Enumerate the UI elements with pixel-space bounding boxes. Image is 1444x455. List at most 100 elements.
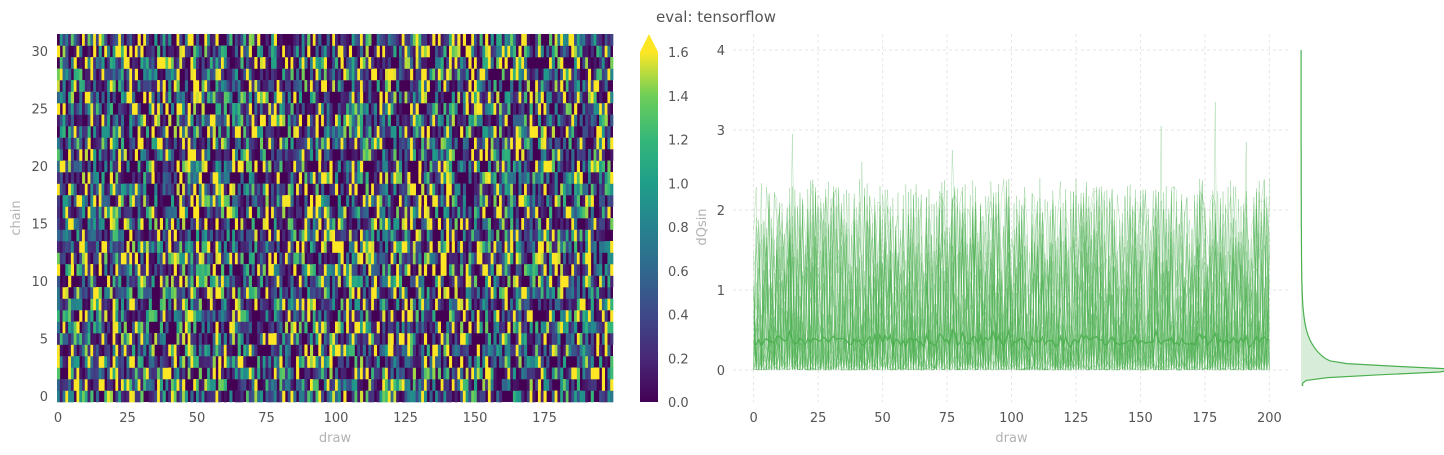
heatmap-cell (499, 103, 503, 115)
heatmap-cell (198, 126, 202, 138)
heatmap-cell (373, 333, 378, 345)
heatmap-cell (543, 379, 547, 391)
heatmap-cell (207, 195, 211, 207)
heatmap-cell (562, 114, 567, 127)
heatmap-cell (248, 103, 252, 115)
heatmap-cell (385, 45, 389, 58)
heatmap-cell (579, 344, 583, 357)
heatmap-cell (373, 114, 378, 127)
heatmap-cell (82, 333, 86, 345)
heatmap-cell (499, 333, 503, 345)
heatmap-cell (393, 310, 397, 322)
heatmap-cell (410, 45, 414, 58)
heatmap-cell (387, 57, 391, 69)
heatmap-cell (296, 68, 300, 81)
heatmap-cell (490, 172, 494, 184)
heatmap-cell (524, 252, 528, 265)
heatmap-cell (387, 160, 391, 173)
heatmap-cell (126, 298, 130, 311)
heatmap-cell (335, 390, 339, 403)
heatmap-cell (401, 183, 405, 196)
heatmap-cell (154, 68, 158, 81)
heatmap-cell (499, 183, 503, 196)
heatmap-cell (190, 241, 194, 253)
heatmap-cell (323, 321, 328, 334)
heatmap-cell (118, 195, 122, 207)
heatmap-cell (404, 137, 408, 150)
heatmap-cell (140, 229, 144, 242)
heatmap-cell (329, 252, 333, 265)
heatmap-cell (187, 45, 191, 58)
heatmap-cell (137, 137, 141, 150)
heatmap-cell (565, 114, 569, 127)
heatmap-cell (151, 160, 155, 173)
heatmap-cell (323, 103, 328, 115)
heatmap-cell (476, 149, 480, 161)
heatmap-cell (148, 275, 152, 288)
heatmap-cell (76, 80, 80, 92)
heatmap-cell (549, 379, 553, 391)
heatmap-cell (90, 356, 94, 368)
heatmap-cell (304, 183, 308, 196)
heatmap-cell (385, 344, 389, 357)
heatmap-cell (476, 367, 480, 380)
heatmap-cell (504, 137, 508, 150)
heatmap-cell (504, 310, 508, 322)
heatmap-cell (393, 126, 397, 138)
heatmap-cell (271, 91, 275, 104)
heatmap-cell (560, 321, 564, 334)
heatmap-cell (423, 356, 428, 368)
heatmap-cell (198, 264, 202, 276)
heatmap-cell (387, 367, 391, 380)
heatmap-cell (265, 34, 269, 46)
heatmap-cell (376, 80, 380, 92)
heatmap-cell (560, 367, 564, 380)
heatmap-cell (343, 218, 347, 230)
heatmap-cell (593, 80, 597, 92)
heatmap-cell (132, 183, 136, 196)
heatmap-cell (129, 390, 133, 403)
heatmap-cell (221, 344, 225, 357)
heatmap-cell (585, 91, 589, 104)
heatmap-cell (582, 275, 586, 288)
heatmap-cell (526, 390, 530, 403)
heatmap-cell (340, 321, 344, 334)
heatmap-cell (351, 91, 355, 104)
heatmap-cell (457, 160, 461, 173)
heatmap-cell (432, 275, 436, 288)
heatmap-cell (465, 333, 469, 345)
heatmap-cell (284, 344, 289, 357)
heatmap-cell (562, 137, 567, 150)
heatmap-cell (179, 149, 183, 161)
heatmap-cell (360, 356, 364, 368)
heatmap-cell (568, 310, 572, 322)
heatmap-cell (176, 218, 180, 230)
heatmap-cell (401, 252, 405, 265)
heatmap-cell (290, 149, 294, 161)
heatmap-cell (109, 218, 113, 230)
heatmap-cell (549, 321, 553, 334)
heatmap-cell (354, 252, 358, 265)
heatmap-cell (226, 275, 230, 288)
heatmap-cell (593, 137, 597, 150)
heatmap-cell (229, 287, 233, 299)
heatmap-cell (276, 310, 280, 322)
heatmap-cell (507, 206, 511, 219)
heatmap-cell (234, 229, 239, 242)
heatmap-cell (537, 275, 542, 288)
heatmap-cell (451, 91, 455, 104)
heatmap-cell (151, 91, 155, 104)
heatmap-cell (87, 206, 91, 219)
heatmap-cell (243, 264, 247, 276)
heatmap-cell (568, 321, 572, 334)
heatmap-cell (265, 183, 269, 196)
heatmap-cell (307, 229, 311, 242)
heatmap-cell (485, 275, 489, 288)
marginal-density (1300, 50, 1444, 387)
heatmap-cell (137, 103, 141, 115)
heatmap-cell (93, 252, 97, 265)
heatmap-cell (429, 390, 433, 403)
heatmap-cell (315, 80, 319, 92)
heatmap-cell (562, 103, 567, 115)
